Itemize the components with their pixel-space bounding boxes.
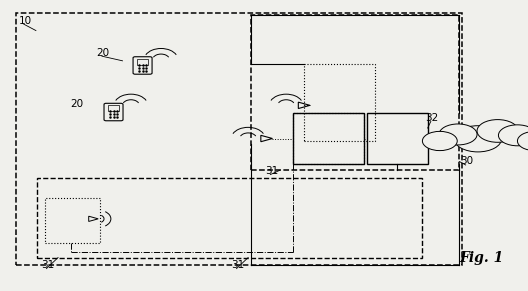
Bar (37, 178, 422, 258)
Circle shape (454, 126, 502, 152)
Bar (108, 105, 119, 111)
Bar (367, 113, 428, 164)
Bar (45, 198, 100, 243)
Bar (293, 113, 364, 164)
Text: 31: 31 (231, 260, 244, 270)
Text: 20: 20 (97, 48, 110, 58)
Circle shape (477, 120, 518, 142)
Circle shape (517, 132, 528, 151)
Text: 32: 32 (426, 113, 439, 123)
Bar (251, 15, 459, 170)
Bar (137, 59, 148, 65)
Circle shape (439, 124, 477, 145)
Circle shape (422, 132, 457, 151)
Bar (304, 64, 375, 141)
Text: 31: 31 (265, 166, 278, 176)
Text: 30: 30 (460, 157, 474, 166)
Bar (293, 113, 364, 164)
Text: Fig. 1: Fig. 1 (459, 251, 504, 265)
Text: 10: 10 (18, 16, 32, 26)
Circle shape (498, 125, 528, 146)
Text: 20: 20 (70, 99, 83, 109)
Text: 31: 31 (41, 260, 54, 270)
Bar (16, 13, 462, 265)
